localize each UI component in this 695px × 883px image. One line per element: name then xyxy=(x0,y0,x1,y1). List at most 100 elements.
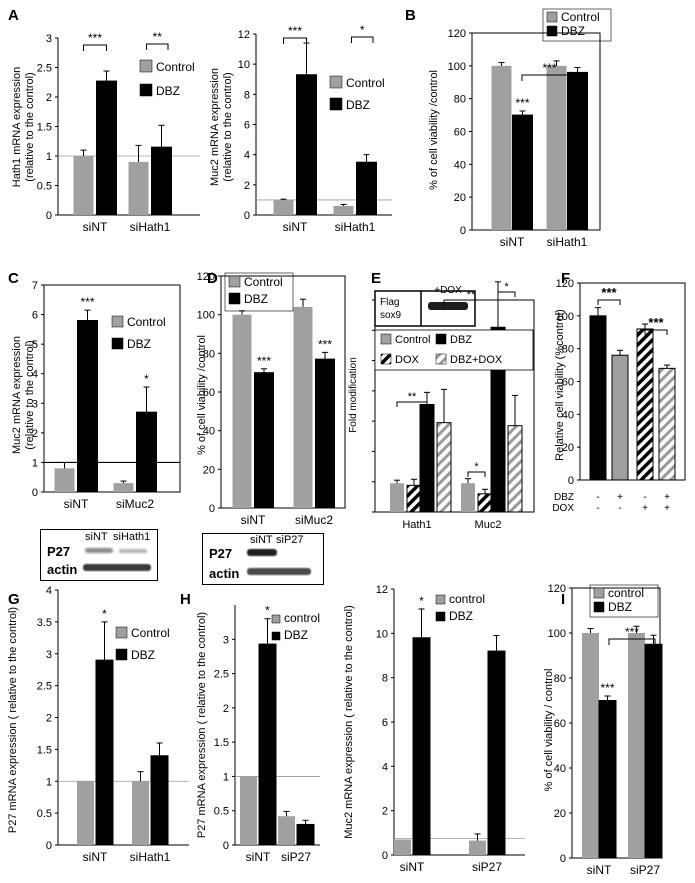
chart-a2-y-tick-label: 12 xyxy=(238,29,250,41)
chart-i-legend-box xyxy=(589,584,659,618)
chart-d-panel-label: D xyxy=(207,270,218,287)
chart-f-table-cell: + xyxy=(642,503,648,514)
chart-d-legend-swatch xyxy=(228,292,241,305)
chart-c-panel-label: C xyxy=(8,270,19,287)
chart-a2-legend-label: DBZ xyxy=(346,98,370,112)
chart-g-legend-label: DBZ xyxy=(131,648,155,662)
chart-a1-bar-control xyxy=(128,161,149,215)
chart-a1-bracket xyxy=(146,43,169,50)
chart-g-y-tick-label: 0.5 xyxy=(37,808,52,820)
chart-f-y-tick-label: 0 xyxy=(568,475,574,487)
chart-f-ylabel-line: Relative cell viability (%control) xyxy=(554,309,566,461)
chart-e-bar-control xyxy=(461,483,475,512)
chart-i-legend-swatch xyxy=(593,601,605,613)
chart-h1-y-tick-label: 1 xyxy=(223,771,229,783)
chart-h2-ylabel-line: Muc2 mRNA expression ( relative to the c… xyxy=(343,605,355,839)
chart-i-y-tick-label: 120 xyxy=(548,583,566,595)
chart-d-legend-swatch xyxy=(228,275,241,288)
chart-h2-ylabel: Muc2 mRNA expression ( relative to the c… xyxy=(343,605,355,839)
chart-h2-y-tick-label: 6 xyxy=(382,717,388,729)
chart-b-y-tick-label: 120 xyxy=(448,28,466,40)
chart-h1-panel-label: H xyxy=(180,591,191,608)
chart-b-bar-dbz xyxy=(512,114,533,231)
chart-e-bracket xyxy=(497,291,516,297)
chart-e-ylabel-line: Fold modification xyxy=(348,357,359,433)
blot-g: siNT siHath1 P27 actin xyxy=(40,529,158,581)
blot-h: siNT siP27 P27 actin xyxy=(202,533,324,585)
chart-c-y-tick-label: 5 xyxy=(32,339,38,351)
chart-e-inset-header: +DOX xyxy=(434,285,462,296)
chart-d-bar-control xyxy=(232,314,252,508)
chart-b-y-tick-label: 100 xyxy=(448,61,466,73)
chart-i-y-tick-label: 100 xyxy=(548,628,566,640)
chart-h1-legend-label: control xyxy=(284,611,320,625)
chart-h1-legend-swatch xyxy=(271,631,281,641)
chart-e-bar-control xyxy=(390,483,404,512)
chart-g-y-tick-label: 1.5 xyxy=(37,744,52,756)
chart-c-bar-control xyxy=(113,483,134,492)
chart-c-annotation: *** xyxy=(80,295,94,309)
chart-a2-y-tick-label: 2 xyxy=(244,180,250,192)
chart-a1-y-tick-label: 1.5 xyxy=(37,122,52,134)
chart-i-annotation: *** xyxy=(625,625,639,639)
chart-h1-bar-control xyxy=(240,776,257,845)
chart-e-bar-dox xyxy=(477,493,493,513)
blot-h-lane-sip27: siP27 xyxy=(276,534,304,546)
chart-e-x-tick-label: Hath1 xyxy=(402,519,431,531)
chart-h2-legend-swatch xyxy=(435,594,446,605)
chart-a2-bracket xyxy=(283,37,307,44)
blot-g-actin-label: actin xyxy=(47,562,78,577)
chart-a1-y-tick-label: 2.5 xyxy=(37,63,52,75)
chart-g-panel-label: G xyxy=(8,591,20,608)
chart-h2-legend-label: control xyxy=(449,592,485,606)
chart-a2-y-tick-label: 4 xyxy=(244,150,250,162)
chart-a1-x-tick-label: siNT xyxy=(83,220,108,234)
chart-c-legend-swatch xyxy=(111,337,124,350)
chart-e-bar-dox xyxy=(406,484,422,513)
chart-i-y-tick-label: 60 xyxy=(554,718,566,730)
chart-c-ylabel: Muc2 mRNA expression(relative to the con… xyxy=(11,336,36,454)
chart-e-legend-swatch xyxy=(380,353,392,365)
chart-h2-bar-control xyxy=(469,840,486,855)
chart-a2-y-tick-label: 8 xyxy=(244,89,250,101)
chart-a2-bar-dbz xyxy=(296,74,317,216)
chart-f-bar xyxy=(611,354,629,481)
chart-a1-ylabel: Hath1 mRNA expression(relative to the co… xyxy=(11,67,36,187)
chart-i-y-tick-label: 40 xyxy=(554,763,566,775)
chart-e-legend-swatch xyxy=(380,333,392,345)
chart-b-legend-label: DBZ xyxy=(561,24,585,38)
chart-g-y-tick-label: 3 xyxy=(46,649,52,661)
chart-e-bar-dbz xyxy=(419,403,435,513)
chart-d-ylabel-line: % of cell viability /control xyxy=(196,335,208,455)
chart-e-annotation: * xyxy=(504,281,509,293)
chart-a1-panel-label: A xyxy=(8,7,19,24)
chart-d-bar-dbz xyxy=(254,372,274,509)
chart-e-legend-label: DOX xyxy=(395,354,420,366)
chart-b-y-tick-label: 80 xyxy=(454,94,466,106)
chart-a1-y-tick-label: 0 xyxy=(46,210,52,222)
chart-h1-bar-dbz xyxy=(296,823,315,846)
blot-g-p27-band-2 xyxy=(119,549,147,553)
chart-a2-x-tick-label: siNT xyxy=(283,220,308,234)
chart-b-x-tick-label: siHath1 xyxy=(547,235,588,249)
chart-e-legend-label: DBZ+DOX xyxy=(450,354,503,366)
chart-a1-legend-label: Control xyxy=(156,60,195,74)
chart-d-bar-control xyxy=(293,306,313,508)
chart-d-legend-label: DBZ xyxy=(244,292,268,306)
chart-b-bracket xyxy=(521,74,578,81)
chart-f-y-tick-label: 40 xyxy=(562,409,574,421)
chart-a1-x-tick-label: siHath1 xyxy=(130,220,171,234)
chart-c-x-tick-label: siNT xyxy=(64,497,89,511)
chart-h1-ylabel-line: P27 mRNA expression ( relative to the co… xyxy=(196,612,208,838)
chart-d-y-tick-label: 120 xyxy=(197,271,215,283)
chart-d-legend-box xyxy=(224,272,294,312)
chart-b-x-tick-label: siNT xyxy=(500,235,525,249)
chart-e-inset-sox9: sox9 xyxy=(380,310,402,321)
chart-a2-legend-swatch xyxy=(329,97,343,111)
chart-b-y-tick-label: 60 xyxy=(454,127,466,139)
chart-d-legend-label: Control xyxy=(244,275,283,289)
chart-g-bar-dbz xyxy=(95,659,114,846)
chart-i-y-tick-label: 0 xyxy=(560,853,566,865)
chart-a1-bar-dbz xyxy=(96,80,117,216)
chart-g-annotation: * xyxy=(102,607,107,621)
